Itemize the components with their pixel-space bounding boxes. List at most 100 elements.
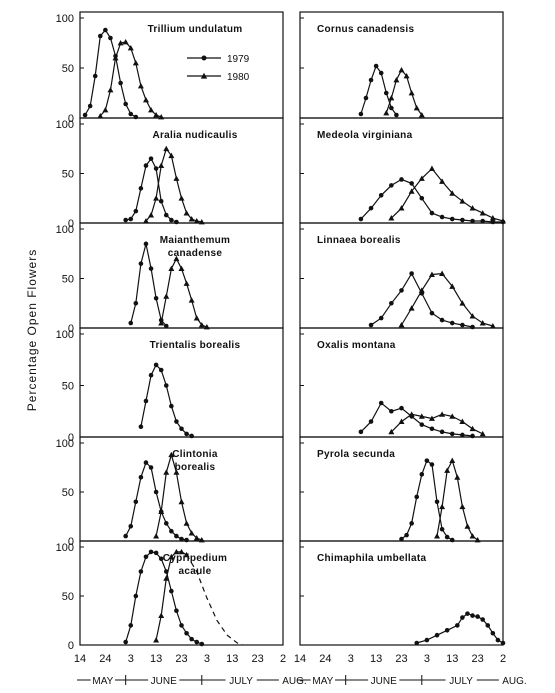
month-label-bg bbox=[90, 673, 116, 687]
point-1979 bbox=[143, 554, 149, 560]
panel-frame bbox=[79, 540, 284, 646]
point-1979 bbox=[429, 426, 435, 432]
point-1980 bbox=[178, 548, 185, 555]
point-1979 bbox=[358, 429, 364, 435]
point-1980 bbox=[398, 322, 405, 328]
point-1980 bbox=[439, 270, 446, 276]
series-line bbox=[84, 28, 137, 118]
panel-title: Cypripedium bbox=[163, 553, 227, 564]
series-line bbox=[130, 243, 167, 327]
point-1980 bbox=[163, 293, 170, 299]
series-1980 bbox=[434, 457, 481, 543]
point-1980 bbox=[132, 60, 139, 66]
point-1979 bbox=[368, 322, 374, 328]
point-1979 bbox=[138, 424, 144, 430]
point-1979 bbox=[138, 475, 144, 480]
point-1979 bbox=[368, 205, 374, 211]
point-1980 bbox=[439, 411, 446, 417]
x-tick-label: 24 bbox=[319, 653, 331, 665]
panel-chimaphila-umbellata: Chimaphila umbellata bbox=[299, 540, 506, 646]
y-tick-label: 100 bbox=[56, 542, 74, 554]
point-1980 bbox=[188, 530, 195, 536]
point-1980 bbox=[173, 469, 180, 475]
point-1980 bbox=[168, 451, 175, 458]
point-1979 bbox=[358, 216, 364, 222]
point-1979 bbox=[429, 210, 435, 216]
point-1979 bbox=[439, 429, 445, 435]
point-1980 bbox=[408, 90, 415, 96]
series-1980 bbox=[383, 67, 425, 118]
series-line bbox=[390, 413, 483, 435]
x-tick-label: 23 bbox=[472, 653, 484, 665]
point-1980 bbox=[158, 162, 165, 168]
month-label-bg bbox=[225, 673, 257, 687]
point-1980 bbox=[188, 216, 195, 222]
point-1980 bbox=[469, 313, 476, 319]
point-1980 bbox=[183, 551, 190, 558]
panel-title: Maianthemum bbox=[160, 235, 231, 246]
point-1980 bbox=[489, 215, 496, 221]
series-line bbox=[160, 257, 208, 328]
y-tick-label: 50 bbox=[62, 274, 74, 286]
y-tick-label: 100 bbox=[56, 224, 74, 236]
point-1980 bbox=[449, 190, 456, 196]
panel-title: Aralia nudicaulis bbox=[152, 130, 237, 141]
point-1980 bbox=[97, 113, 104, 119]
month-label: JUNE bbox=[151, 676, 177, 687]
point-1979 bbox=[368, 77, 374, 83]
point-1979 bbox=[92, 73, 98, 79]
month-label: JUNE bbox=[371, 676, 397, 687]
series-line bbox=[140, 363, 192, 437]
series-1979 bbox=[358, 63, 399, 118]
panel-title: Trientalis borealis bbox=[150, 340, 241, 351]
point-1979 bbox=[148, 549, 154, 555]
point-1979 bbox=[424, 458, 430, 463]
point-1979 bbox=[194, 639, 200, 645]
point-1979 bbox=[470, 613, 475, 618]
series-line bbox=[400, 272, 494, 327]
panel-trientalis-borealis: 0 50 100 Trientalis borealis bbox=[56, 327, 284, 444]
point-1980 bbox=[107, 87, 114, 93]
month-label: AUG. bbox=[282, 676, 306, 687]
panel-title: Oxalis montana bbox=[317, 340, 396, 351]
x-tick-label: 13 bbox=[370, 653, 382, 665]
point-1979 bbox=[434, 632, 440, 638]
point-1979 bbox=[449, 431, 455, 437]
point-1979 bbox=[153, 362, 159, 368]
point-1979 bbox=[368, 419, 374, 424]
point-1979 bbox=[153, 550, 159, 556]
point-1979 bbox=[378, 315, 384, 321]
point-1980 bbox=[449, 283, 456, 289]
point-1979 bbox=[389, 408, 394, 414]
month-label: MAY bbox=[312, 676, 333, 687]
series-line bbox=[360, 64, 397, 116]
month-label: AUG. bbox=[502, 676, 526, 687]
point-1979 bbox=[133, 114, 139, 120]
series-1979 bbox=[82, 27, 139, 120]
point-1979 bbox=[184, 537, 189, 543]
point-1980 bbox=[168, 265, 175, 271]
series-1980 bbox=[388, 165, 506, 224]
series-line bbox=[145, 147, 202, 223]
point-1979 bbox=[128, 524, 134, 529]
point-1980 bbox=[142, 218, 149, 224]
point-1979 bbox=[429, 310, 435, 316]
x-tick-label: 2 bbox=[280, 653, 286, 665]
point-1979 bbox=[133, 300, 139, 306]
point-1979 bbox=[373, 63, 379, 69]
point-1979 bbox=[389, 300, 394, 306]
point-1980 bbox=[198, 322, 205, 328]
series-line bbox=[385, 68, 423, 116]
series-1979 bbox=[358, 177, 506, 225]
point-1980 bbox=[388, 215, 395, 221]
point-1979 bbox=[439, 214, 445, 220]
panel-linnaea-borealis: Linnaea borealis bbox=[299, 222, 504, 330]
point-1980 bbox=[178, 265, 185, 271]
point-1979 bbox=[128, 320, 134, 326]
y-tick-label: 50 bbox=[62, 381, 74, 393]
point-1979 bbox=[174, 219, 179, 225]
point-1979 bbox=[449, 216, 455, 222]
point-1980 bbox=[408, 305, 415, 311]
y-tick-label: 100 bbox=[56, 119, 74, 131]
point-1979 bbox=[358, 111, 364, 117]
